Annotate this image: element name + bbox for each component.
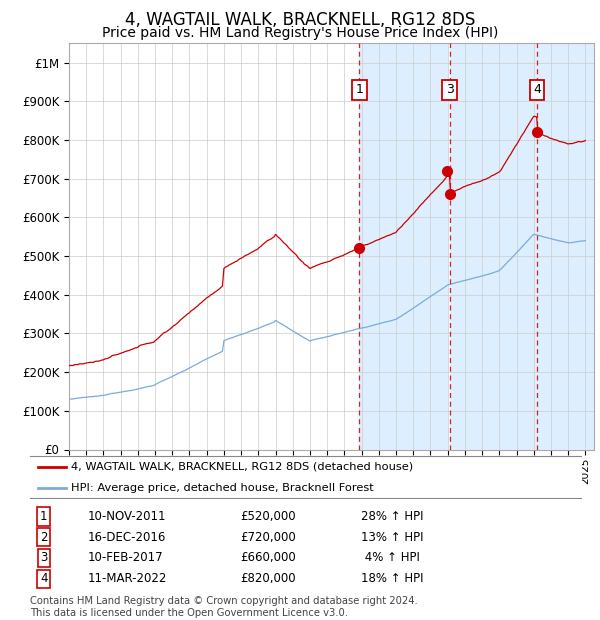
Text: 4: 4 [40, 572, 47, 585]
Text: 11-MAR-2022: 11-MAR-2022 [88, 572, 167, 585]
Text: 3: 3 [40, 551, 47, 564]
Text: £820,000: £820,000 [240, 572, 295, 585]
Text: HPI: Average price, detached house, Bracknell Forest: HPI: Average price, detached house, Brac… [71, 483, 374, 493]
Bar [449, 43, 537, 450]
Text: 1: 1 [355, 83, 364, 96]
Text: 4, WAGTAIL WALK, BRACKNELL, RG12 8DS (detached house): 4, WAGTAIL WALK, BRACKNELL, RG12 8DS (de… [71, 462, 413, 472]
Text: £520,000: £520,000 [240, 510, 295, 523]
Bar [359, 43, 447, 450]
Text: 10-NOV-2011: 10-NOV-2011 [88, 510, 166, 523]
Text: Contains HM Land Registry data © Crown copyright and database right 2024.
This d: Contains HM Land Registry data © Crown c… [30, 596, 418, 618]
Text: 10-FEB-2017: 10-FEB-2017 [88, 551, 164, 564]
Text: 13% ↑ HPI: 13% ↑ HPI [361, 531, 424, 544]
Text: 4% ↑ HPI: 4% ↑ HPI [361, 551, 420, 564]
Text: 1: 1 [40, 510, 47, 523]
Text: Price paid vs. HM Land Registry's House Price Index (HPI): Price paid vs. HM Land Registry's House … [102, 26, 498, 40]
Text: 18% ↑ HPI: 18% ↑ HPI [361, 572, 424, 585]
Bar [537, 43, 594, 450]
Text: 28% ↑ HPI: 28% ↑ HPI [361, 510, 424, 523]
Text: 16-DEC-2016: 16-DEC-2016 [88, 531, 166, 544]
FancyBboxPatch shape [27, 456, 584, 498]
Text: £720,000: £720,000 [240, 531, 296, 544]
Text: 4: 4 [533, 83, 541, 96]
Text: £660,000: £660,000 [240, 551, 296, 564]
Text: 4, WAGTAIL WALK, BRACKNELL, RG12 8DS: 4, WAGTAIL WALK, BRACKNELL, RG12 8DS [125, 11, 475, 29]
Text: 2: 2 [40, 531, 47, 544]
Text: 3: 3 [446, 83, 454, 96]
